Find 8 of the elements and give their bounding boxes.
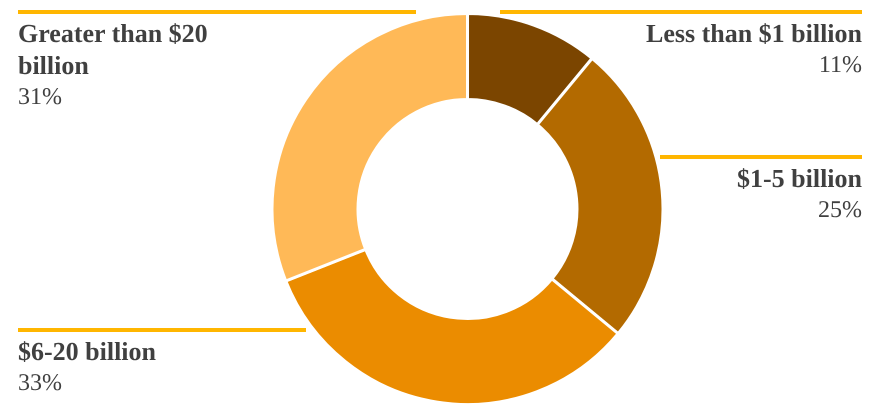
slice-label: Greater than $20 billion [18, 18, 209, 82]
data-label: 33% [18, 369, 63, 398]
slice-label: $6-20 billion [18, 336, 157, 368]
slice-label: Less than $1 billion [644, 18, 862, 50]
data-label: 25% [817, 196, 862, 225]
slice-label: $1-5 billion [736, 163, 862, 195]
data-label: 11% [818, 51, 862, 80]
data-label: 31% [18, 83, 63, 112]
